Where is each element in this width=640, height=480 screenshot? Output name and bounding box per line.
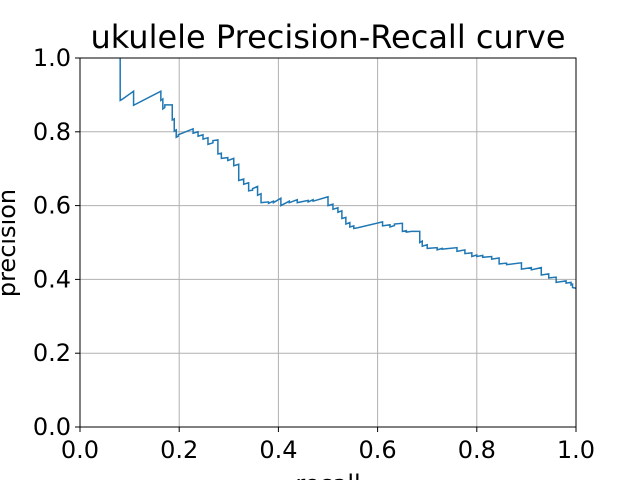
y-tick-label: 0.6 [33, 192, 71, 220]
x-tick-label: 0.4 [259, 436, 297, 464]
grid-lines [79, 57, 577, 428]
x-tick-label: 0.2 [160, 436, 198, 464]
y-tick-label: 0.4 [33, 265, 71, 293]
y-tick-label: 0.8 [33, 118, 71, 146]
x-tick-label: 0.8 [458, 436, 496, 464]
series-line [119, 58, 577, 289]
plot-frame [79, 57, 577, 428]
y-tick-label: 0.2 [33, 339, 71, 367]
x-tick-label: 1.0 [557, 436, 595, 464]
x-tick-label: 0.6 [359, 436, 397, 464]
axis-ticks: 0.0 0.2 0.4 0.6 0.8 1.0 0.0 0.2 0.4 0.6 0.8 1.0 [33, 44, 595, 464]
y-axis-label: precision [0, 189, 21, 297]
x-tick-label: 0.0 [61, 436, 99, 464]
y-tick-label: 1.0 [33, 44, 71, 72]
y-tick-label: 0.0 [33, 413, 71, 441]
chart-title: ukulele Precision-Recall curve [90, 18, 565, 56]
x-axis-label: recall [295, 470, 360, 480]
